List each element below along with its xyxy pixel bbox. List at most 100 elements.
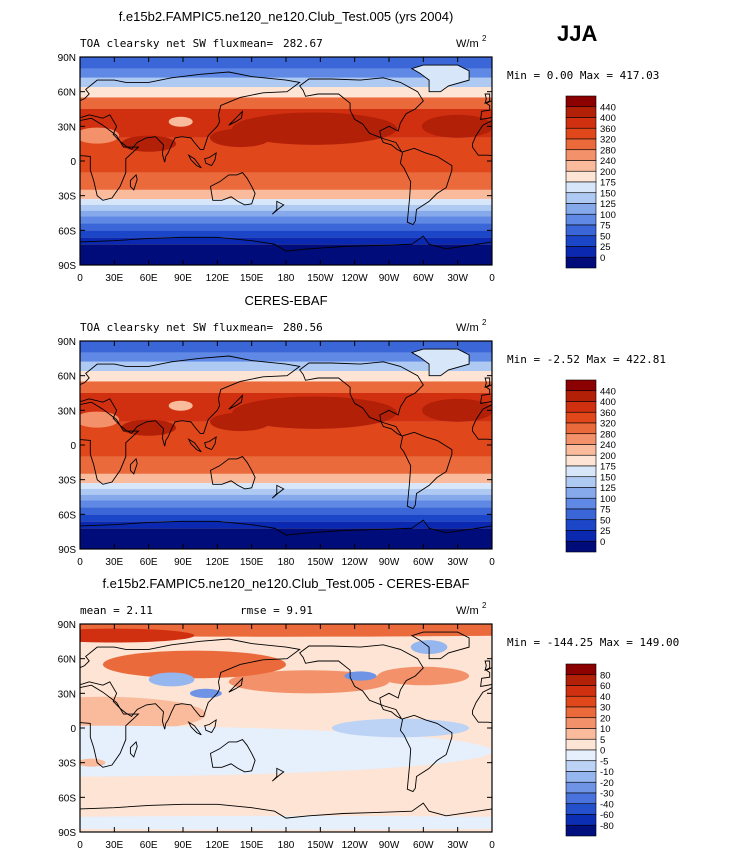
colorbar-label: 175 xyxy=(600,462,616,473)
lon-label: 180 xyxy=(278,273,295,284)
colorbar-label: -10 xyxy=(600,767,614,778)
lat-label: 90S xyxy=(58,828,76,839)
colorbar-label: 440 xyxy=(600,386,616,397)
colorbar-label: 75 xyxy=(600,221,611,232)
coastline xyxy=(410,64,470,93)
lat-label: 0 xyxy=(70,157,76,168)
colorbar-box xyxy=(565,497,597,510)
colorbar-box xyxy=(565,760,597,772)
lat-label: 90S xyxy=(58,545,76,556)
coastline xyxy=(129,741,138,758)
coastline xyxy=(187,437,202,453)
flux-band xyxy=(80,483,492,489)
flux-band xyxy=(80,473,492,484)
units-sup: 2 xyxy=(482,601,487,610)
colorbar-box xyxy=(565,454,597,467)
lon-label: 120E xyxy=(206,840,230,851)
lon-label: 60E xyxy=(140,557,158,568)
season-label: JJA xyxy=(557,21,597,46)
colorbar-box xyxy=(565,379,597,392)
coastline xyxy=(299,644,424,720)
colorbar-label: 0 xyxy=(600,253,605,264)
colorbar-box xyxy=(565,728,597,740)
colorbar-box xyxy=(565,717,597,729)
colorbar-box xyxy=(565,181,597,194)
colorbar-box xyxy=(565,487,597,499)
lat-label: 30S xyxy=(58,476,76,487)
flux-band xyxy=(80,97,492,109)
colorbar-label: 150 xyxy=(600,472,616,483)
lat-label: 60S xyxy=(58,226,76,237)
lon-label: 60W xyxy=(413,557,434,568)
coastline xyxy=(410,631,470,660)
lat-label: 30S xyxy=(58,759,76,770)
colorbar-box xyxy=(565,127,597,140)
colorbar-label: 25 xyxy=(600,526,611,537)
flux-band xyxy=(80,514,492,522)
coastline-antarctica xyxy=(80,235,492,252)
lon-label: 180 xyxy=(278,840,295,851)
lon-label: 30E xyxy=(105,840,123,851)
colorbar-box xyxy=(565,519,597,531)
colorbar-box xyxy=(565,738,597,751)
coastline-antarctica xyxy=(80,802,492,819)
colorbar-label: 75 xyxy=(600,505,611,516)
colorbar-label: 100 xyxy=(600,210,616,221)
minmax-label: Min = -2.52 Max = 422.81 xyxy=(507,353,666,366)
flux-band xyxy=(80,172,492,190)
lat-label: 30S xyxy=(58,192,76,203)
colorbar-label: 150 xyxy=(600,188,616,199)
lon-label: 150E xyxy=(240,273,264,284)
diff-negative xyxy=(189,688,222,698)
panel-1: f.e15b2.FAMPIC5.ne120_ne120.Club_Test.00… xyxy=(58,9,660,284)
lon-label: 150W xyxy=(307,840,334,851)
units-label: W/m xyxy=(456,322,479,334)
lon-label: 0 xyxy=(77,557,83,568)
panel-title: CERES-EBAF xyxy=(244,293,327,308)
units-label: W/m xyxy=(456,38,479,50)
colorbar-box xyxy=(565,390,597,402)
colorbar-label: 360 xyxy=(600,124,616,135)
colorbar-label: 50 xyxy=(600,515,611,526)
colorbar-box xyxy=(565,781,597,794)
colorbar-box xyxy=(565,256,597,269)
lat-label: 90N xyxy=(58,337,76,348)
colorbar-box xyxy=(565,422,597,435)
coastline xyxy=(210,739,256,773)
lon-label: 120E xyxy=(206,273,230,284)
flux-max-blob xyxy=(121,135,177,152)
colorbar-box xyxy=(565,224,597,237)
map-field xyxy=(80,341,492,549)
coastline xyxy=(228,676,244,693)
colorbar-label: 360 xyxy=(600,408,616,419)
lat-label: 60N xyxy=(58,88,76,99)
lat-label: 0 xyxy=(70,724,76,735)
tibet-field xyxy=(168,116,193,127)
coastline xyxy=(210,456,256,490)
coastline xyxy=(399,147,453,226)
colorbar-label: 175 xyxy=(600,178,616,189)
coastline xyxy=(228,109,244,126)
diff-negative xyxy=(80,815,492,830)
diff-positive xyxy=(377,666,470,686)
lat-label: 30N xyxy=(58,689,76,700)
map-field xyxy=(80,57,492,265)
coastline xyxy=(204,151,217,167)
coastline xyxy=(187,153,202,169)
colorbar-box xyxy=(565,203,597,215)
diff-negative xyxy=(80,725,492,777)
coastline xyxy=(210,172,256,206)
colorbar-label: 320 xyxy=(600,135,616,146)
panel-left-label: TOA clearsky net SW flux xyxy=(80,321,239,334)
lat-label: 30N xyxy=(58,406,76,417)
lon-label: 180 xyxy=(278,557,295,568)
flux-band xyxy=(80,507,492,515)
mean-value: 282.67 xyxy=(283,37,323,50)
flux-band xyxy=(80,494,492,501)
diff-negative xyxy=(344,671,377,681)
colorbar-box xyxy=(565,106,597,118)
lon-label: 150E xyxy=(240,840,264,851)
colorbar-label: 125 xyxy=(600,483,616,494)
sahara-field xyxy=(80,411,120,428)
flux-band xyxy=(80,87,492,98)
